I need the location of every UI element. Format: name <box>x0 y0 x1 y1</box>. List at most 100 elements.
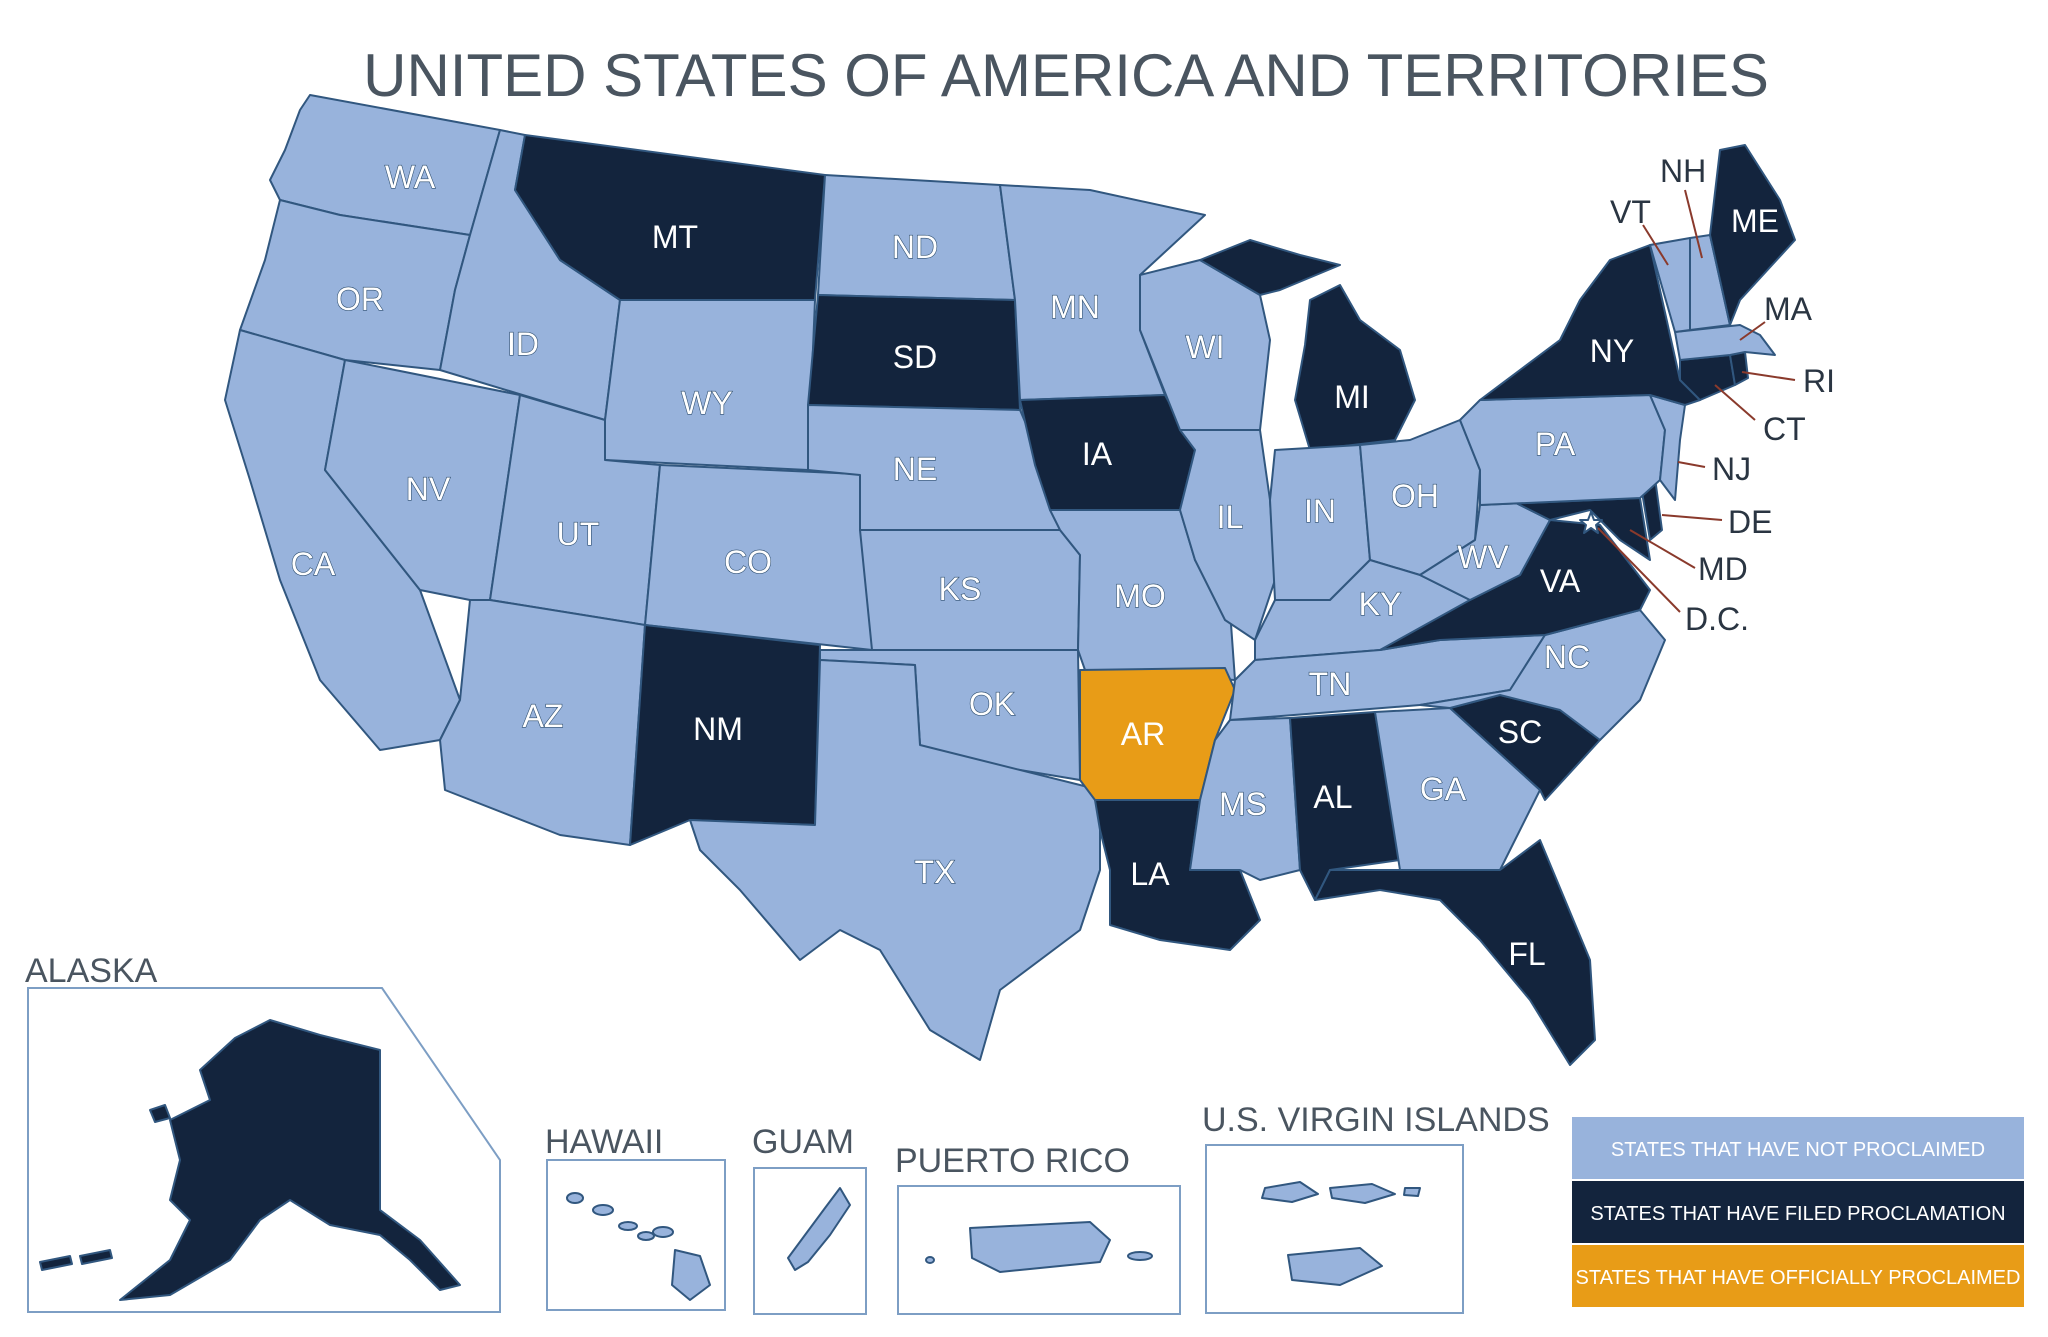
puerto-rico-label: PUERTO RICO <box>895 1142 1130 1180</box>
external-labels: NH VT MA RI CT NJ DE MD D.C. <box>1597 153 1835 637</box>
virgin-islands-shapes[interactable] <box>1261 1181 1421 1286</box>
hawaii-box <box>546 1159 726 1311</box>
leader-dc <box>1597 527 1681 613</box>
label-sc: SC <box>1498 714 1542 750</box>
pr-island-west <box>925 1256 935 1264</box>
state-mi[interactable] <box>1199 239 1416 451</box>
states <box>224 94 1796 1066</box>
label-ia: IA <box>1082 436 1113 472</box>
label-ks: KS <box>939 571 982 607</box>
hawaii-islands[interactable] <box>566 1192 711 1301</box>
alaska-islands <box>39 1104 171 1271</box>
leader-md <box>1629 529 1696 569</box>
alaska-inset: ALASKA <box>25 952 501 1313</box>
puerto-rico-box <box>897 1185 1181 1315</box>
label-ny: NY <box>1590 333 1634 369</box>
leader-nj <box>1677 461 1706 468</box>
leader-nh <box>1684 189 1703 259</box>
label-al: AL <box>1313 779 1352 815</box>
virgin-islands-label: U.S. VIRGIN ISLANDS <box>1202 1101 1550 1139</box>
legend-label-not-proclaimed: STATES THAT HAVE NOT PROCLAIMED <box>1611 1139 1985 1161</box>
guam-box <box>753 1167 867 1315</box>
state-ga[interactable] <box>1374 707 1541 871</box>
map-title: UNITED STATES OF AMERICA AND TERRITORIES <box>363 42 1769 109</box>
label-nc: NC <box>1544 639 1590 675</box>
label-pa: PA <box>1535 426 1576 462</box>
label-id: ID <box>507 326 539 362</box>
label-wa: WA <box>385 159 436 195</box>
label-il: IL <box>1217 499 1244 535</box>
label-oh: OH <box>1391 478 1439 514</box>
state-nc[interactable] <box>1419 609 1666 741</box>
label-nh: NH <box>1660 153 1706 189</box>
label-wi: WI <box>1185 329 1224 365</box>
label-ga: GA <box>1420 771 1467 807</box>
label-tn: TN <box>1309 666 1352 702</box>
label-nd: ND <box>892 229 938 265</box>
label-ct: CT <box>1763 411 1806 447</box>
label-nv: NV <box>406 471 451 507</box>
pr-island-east <box>1127 1251 1153 1261</box>
state-pr[interactable] <box>969 1221 1111 1273</box>
label-ms: MS <box>1219 786 1267 822</box>
label-nj: NJ <box>1712 451 1751 487</box>
legend-label-filed-proclamation: STATES THAT HAVE FILED PROCLAMATION <box>1590 1203 2005 1225</box>
label-ut: UT <box>557 516 600 552</box>
leader-ri <box>1741 371 1796 381</box>
state-dc[interactable] <box>1579 511 1603 534</box>
label-wv: WV <box>1457 539 1509 575</box>
label-va: VA <box>1540 563 1581 599</box>
legend-swatch-officially-proclaimed <box>1572 1245 2024 1307</box>
alaska-box <box>27 987 501 1313</box>
label-ok: OK <box>969 686 1015 722</box>
guam-inset: GUAM <box>752 1123 867 1315</box>
label-la: LA <box>1130 856 1170 892</box>
state-fl[interactable] <box>1314 839 1596 1066</box>
state-wy[interactable] <box>604 299 816 471</box>
state-tx[interactable] <box>689 659 1101 1061</box>
alaska-label: ALASKA <box>25 952 158 990</box>
puerto-rico-inset: PUERTO RICO <box>895 1142 1181 1315</box>
hawaii-label: HAWAII <box>545 1123 663 1161</box>
label-ar: AR <box>1121 716 1165 752</box>
label-mt: MT <box>652 219 698 255</box>
label-ri: RI <box>1803 363 1835 399</box>
state-il[interactable] <box>1179 429 1276 641</box>
legend-swatch-not-proclaimed <box>1572 1117 2024 1179</box>
state-labels: WA OR CA ID NV MT WY UT AZ CO NM ND SD N… <box>290 158 1779 972</box>
legend-label-officially-proclaimed: STATES THAT HAVE OFFICIALLY PROCLAIMED <box>1576 1267 2021 1289</box>
legend: STATES THAT HAVE NOT PROCLAIMED STATES T… <box>1572 1117 2024 1307</box>
state-gu[interactable] <box>787 1187 851 1271</box>
guam-label: GUAM <box>752 1123 854 1161</box>
leader-de <box>1661 514 1723 521</box>
label-ca: CA <box>291 546 336 582</box>
label-ne: NE <box>893 451 937 487</box>
label-me: ME <box>1731 203 1779 239</box>
label-wy: WY <box>681 385 733 421</box>
state-me[interactable] <box>1709 144 1796 326</box>
label-md: MD <box>1698 551 1748 587</box>
label-ma: MA <box>1764 291 1813 327</box>
virgin-islands-box <box>1205 1144 1464 1314</box>
label-mo: MO <box>1114 578 1166 614</box>
hawaii-inset: HAWAII <box>545 1123 726 1311</box>
leader-ma <box>1739 321 1766 341</box>
virgin-islands-inset: U.S. VIRGIN ISLANDS <box>1202 1101 1550 1314</box>
label-vt: VT <box>1610 194 1651 230</box>
label-mn: MN <box>1050 289 1100 325</box>
label-or: OR <box>336 281 384 317</box>
label-de: DE <box>1728 504 1772 540</box>
leader-vt <box>1642 224 1669 266</box>
label-mi: MI <box>1334 379 1370 415</box>
label-fl: FL <box>1508 936 1545 972</box>
label-nm: NM <box>693 711 743 747</box>
label-ky: KY <box>1359 586 1402 622</box>
state-ak[interactable] <box>119 1019 461 1301</box>
label-co: CO <box>724 544 772 580</box>
leader-ct <box>1714 384 1756 421</box>
legend-swatch-filed-proclamation <box>1572 1181 2024 1243</box>
label-sd: SD <box>893 339 937 375</box>
label-dc: D.C. <box>1685 601 1749 637</box>
label-az: AZ <box>523 698 564 734</box>
label-in: IN <box>1304 493 1336 529</box>
